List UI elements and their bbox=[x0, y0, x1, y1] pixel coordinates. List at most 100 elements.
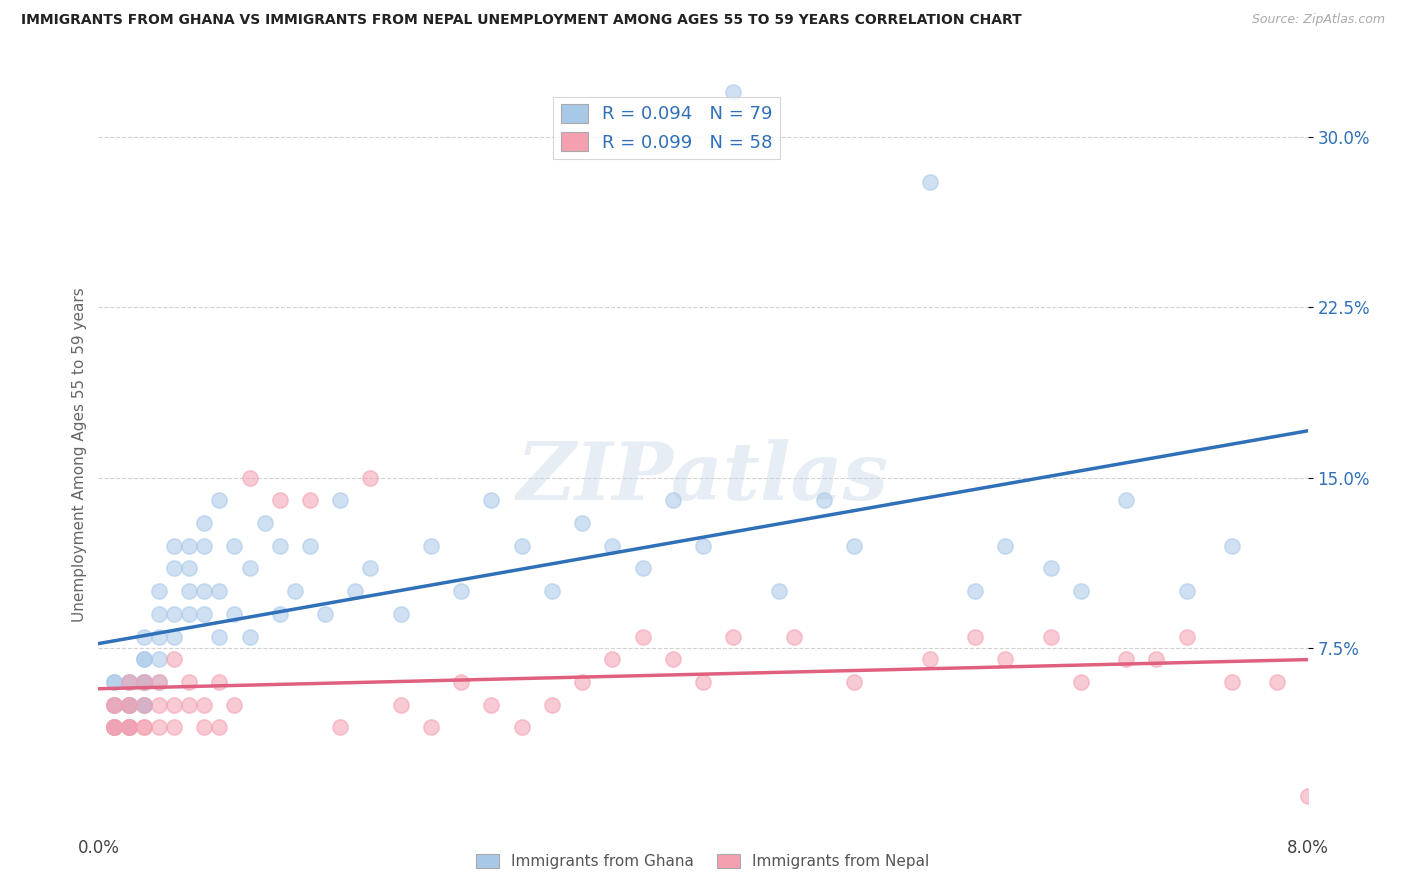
Point bbox=[269, 607, 291, 621]
Point bbox=[163, 607, 186, 621]
Point bbox=[510, 539, 533, 553]
Point bbox=[193, 607, 215, 621]
Point bbox=[692, 539, 714, 553]
Point bbox=[813, 493, 835, 508]
Point bbox=[239, 470, 262, 484]
Point bbox=[208, 630, 231, 644]
Legend: R = 0.094   N = 79, R = 0.099   N = 58: R = 0.094 N = 79, R = 0.099 N = 58 bbox=[554, 97, 780, 159]
Point bbox=[1146, 652, 1168, 666]
Point bbox=[132, 675, 155, 690]
Point bbox=[1175, 584, 1198, 599]
Point bbox=[1039, 630, 1062, 644]
Y-axis label: Unemployment Among Ages 55 to 59 years: Unemployment Among Ages 55 to 59 years bbox=[72, 287, 87, 623]
Point bbox=[481, 698, 503, 712]
Point bbox=[132, 720, 155, 734]
Point bbox=[571, 675, 593, 690]
Point bbox=[723, 630, 745, 644]
Point bbox=[148, 675, 170, 690]
Point bbox=[103, 720, 125, 734]
Point bbox=[224, 607, 246, 621]
Point bbox=[420, 720, 443, 734]
Point bbox=[179, 675, 201, 690]
Point bbox=[253, 516, 276, 530]
Point bbox=[844, 539, 866, 553]
Point bbox=[193, 720, 215, 734]
Point bbox=[132, 698, 155, 712]
Point bbox=[360, 470, 382, 484]
Point bbox=[661, 652, 683, 666]
Point bbox=[389, 698, 412, 712]
Point bbox=[783, 630, 806, 644]
Point bbox=[118, 698, 141, 712]
Point bbox=[1115, 652, 1137, 666]
Point bbox=[103, 720, 125, 734]
Point bbox=[208, 720, 231, 734]
Point bbox=[179, 698, 201, 712]
Point bbox=[132, 652, 155, 666]
Point bbox=[118, 698, 141, 712]
Point bbox=[540, 698, 562, 712]
Point bbox=[148, 720, 170, 734]
Point bbox=[239, 630, 262, 644]
Point bbox=[631, 630, 654, 644]
Point bbox=[450, 675, 472, 690]
Point bbox=[132, 675, 155, 690]
Point bbox=[163, 652, 186, 666]
Point bbox=[994, 539, 1017, 553]
Point bbox=[118, 720, 141, 734]
Point bbox=[148, 630, 170, 644]
Point bbox=[148, 652, 170, 666]
Point bbox=[103, 698, 125, 712]
Point bbox=[692, 675, 714, 690]
Point bbox=[918, 652, 941, 666]
Point bbox=[344, 584, 367, 599]
Point bbox=[103, 675, 125, 690]
Point bbox=[269, 539, 291, 553]
Point bbox=[132, 698, 155, 712]
Point bbox=[103, 675, 125, 690]
Point bbox=[132, 675, 155, 690]
Point bbox=[118, 720, 141, 734]
Point bbox=[132, 652, 155, 666]
Point bbox=[420, 539, 443, 553]
Point bbox=[132, 720, 155, 734]
Point bbox=[148, 584, 170, 599]
Point bbox=[1039, 561, 1062, 575]
Point bbox=[193, 584, 215, 599]
Point bbox=[132, 675, 155, 690]
Point bbox=[148, 698, 170, 712]
Point bbox=[602, 652, 624, 666]
Point bbox=[661, 493, 683, 508]
Point bbox=[193, 539, 215, 553]
Legend: Immigrants from Ghana, Immigrants from Nepal: Immigrants from Ghana, Immigrants from N… bbox=[470, 848, 936, 875]
Point bbox=[299, 539, 322, 553]
Point bbox=[103, 698, 125, 712]
Point bbox=[329, 720, 352, 734]
Point bbox=[103, 720, 125, 734]
Point bbox=[1267, 675, 1289, 690]
Point bbox=[179, 607, 201, 621]
Point bbox=[1220, 675, 1243, 690]
Point bbox=[481, 493, 503, 508]
Point bbox=[1070, 675, 1092, 690]
Point bbox=[118, 698, 141, 712]
Point bbox=[132, 698, 155, 712]
Point bbox=[208, 493, 231, 508]
Point bbox=[132, 630, 155, 644]
Point bbox=[389, 607, 412, 621]
Point bbox=[118, 720, 141, 734]
Text: IMMIGRANTS FROM GHANA VS IMMIGRANTS FROM NEPAL UNEMPLOYMENT AMONG AGES 55 TO 59 : IMMIGRANTS FROM GHANA VS IMMIGRANTS FROM… bbox=[21, 13, 1022, 28]
Point bbox=[1070, 584, 1092, 599]
Point bbox=[360, 561, 382, 575]
Point bbox=[269, 493, 291, 508]
Point bbox=[193, 516, 215, 530]
Point bbox=[163, 630, 186, 644]
Point bbox=[631, 561, 654, 575]
Point bbox=[602, 539, 624, 553]
Point bbox=[299, 493, 322, 508]
Point bbox=[329, 493, 352, 508]
Point bbox=[148, 607, 170, 621]
Point bbox=[118, 698, 141, 712]
Point bbox=[179, 561, 201, 575]
Point bbox=[103, 698, 125, 712]
